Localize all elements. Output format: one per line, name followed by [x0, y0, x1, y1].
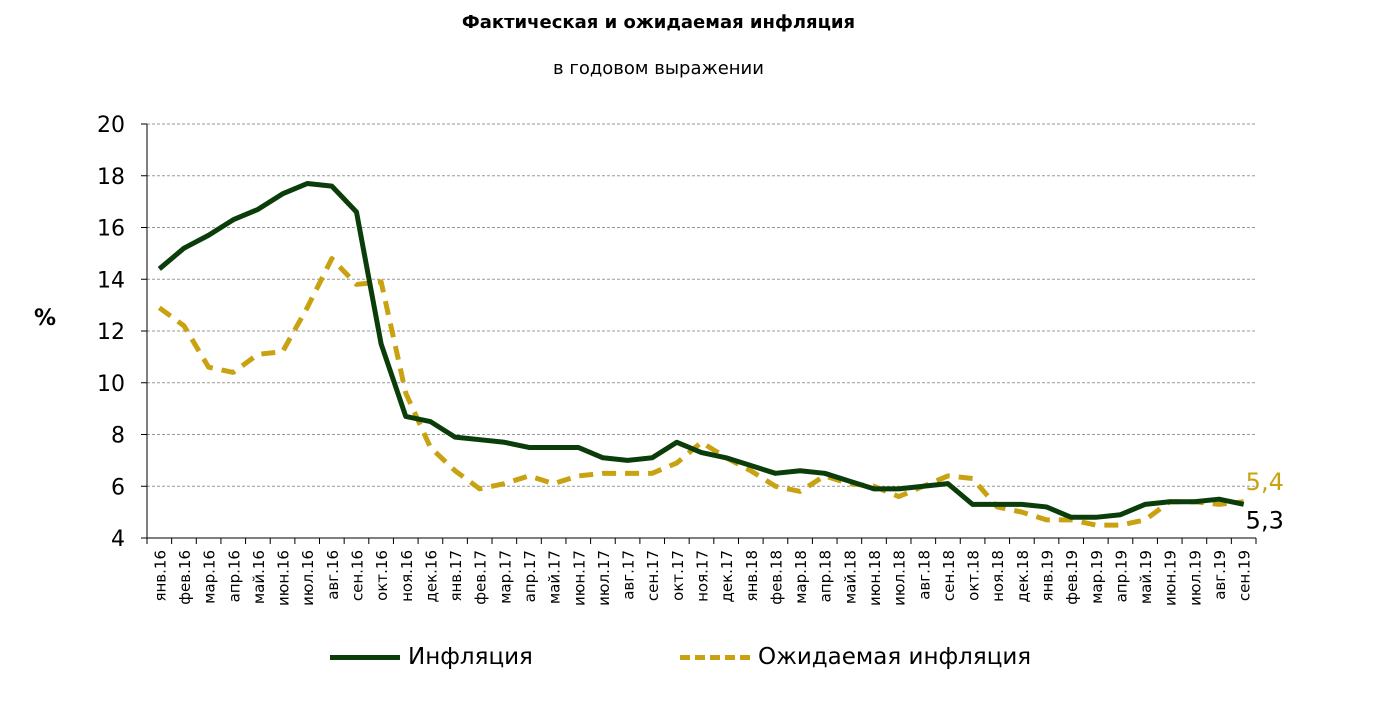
- x-tick-label: окт.18: [965, 550, 983, 601]
- x-tick-label: янв.18: [743, 550, 761, 602]
- x-tick-label: янв.16: [151, 550, 169, 602]
- x-tick-label: ноя.18: [989, 550, 1007, 602]
- legend-swatch-solid: [330, 654, 400, 660]
- x-tick-label: фев.17: [472, 550, 490, 605]
- legend-label-inflation: Инфляция: [408, 644, 533, 670]
- x-tick-label: ноя.17: [694, 550, 712, 602]
- x-tick-label: дек.16: [422, 550, 440, 603]
- x-tick-label: апр.19: [1112, 550, 1130, 602]
- x-tick-label: окт.17: [669, 550, 687, 601]
- legend-label-expected: Ожидаемая инфляция: [758, 644, 1032, 670]
- x-tick-label: апр.16: [225, 550, 243, 602]
- x-tick-label: авг.16: [324, 550, 342, 600]
- x-tick-label: сен.16: [348, 550, 366, 601]
- y-tick-label: 4: [111, 527, 125, 552]
- x-tick-label: июл.17: [595, 550, 613, 606]
- x-tick-label: фев.18: [767, 550, 785, 605]
- x-tick-label: окт.16: [373, 550, 391, 601]
- y-axis-label: %: [34, 306, 57, 331]
- legend-item-inflation: Инфляция: [330, 642, 533, 672]
- y-tick-label: 8: [111, 424, 125, 449]
- x-tick-label: июн.16: [275, 550, 293, 606]
- x-tick-label: мар.18: [792, 550, 810, 604]
- x-tick-label: сен.19: [1236, 550, 1254, 601]
- end-label-inflation: 5,3: [1246, 506, 1284, 534]
- x-tick-label: апр.17: [521, 550, 539, 602]
- x-tick-label: май.16: [250, 550, 268, 604]
- y-tick-label: 6: [111, 475, 125, 500]
- x-tick-label: июн.18: [866, 550, 884, 606]
- x-tick-label: май.18: [841, 550, 859, 604]
- end-label-expected: 5,4: [1246, 468, 1284, 496]
- y-tick-label: 18: [97, 165, 125, 190]
- y-tick-label: 10: [97, 372, 125, 397]
- chart-title: Фактическая и ожидаемая инфляция: [461, 12, 856, 33]
- y-tick-label: 12: [97, 320, 125, 345]
- x-tick-label: янв.17: [447, 550, 465, 602]
- x-tick-label: июл.16: [299, 550, 317, 606]
- x-tick-label: апр.18: [817, 550, 835, 602]
- x-tick-label: июн.17: [570, 550, 588, 606]
- x-tick-label: май.19: [1137, 550, 1155, 604]
- y-tick-label: 14: [97, 268, 125, 293]
- x-tick-label: сен.17: [644, 550, 662, 601]
- y-tick-label: 20: [97, 113, 125, 138]
- x-tick-label: ноя.16: [398, 550, 416, 602]
- x-tick-label: июл.19: [1186, 550, 1204, 606]
- series-line-expected: [157, 256, 1244, 528]
- y-tick-label: 16: [97, 217, 125, 242]
- x-tick-label: июн.19: [1162, 550, 1180, 606]
- legend-item-expected: Ожидаемая инфляция: [680, 642, 1031, 672]
- x-tick-label: мар.17: [496, 550, 514, 604]
- x-tick-label: фев.16: [176, 550, 194, 605]
- x-tick-label: дек.17: [718, 550, 736, 603]
- x-tick-label: авг.18: [915, 550, 933, 600]
- series-line-inflation: [157, 181, 1245, 520]
- x-tick-label: сен.18: [940, 550, 958, 601]
- x-tick-label: июл.18: [891, 550, 909, 606]
- x-tick-label: фев.19: [1063, 550, 1081, 605]
- chart-subtitle: в годовом выражении: [553, 58, 764, 79]
- legend-swatch-dashed: [680, 654, 750, 660]
- x-tick-label: дек.18: [1014, 550, 1032, 603]
- x-tick-label: авг.19: [1211, 550, 1229, 600]
- x-tick-label: мар.16: [201, 550, 219, 604]
- x-tick-label: май.17: [546, 550, 564, 604]
- x-tick-label: авг.17: [620, 550, 638, 600]
- x-tick-label: мар.19: [1088, 550, 1106, 604]
- x-tick-label: янв.19: [1039, 550, 1057, 602]
